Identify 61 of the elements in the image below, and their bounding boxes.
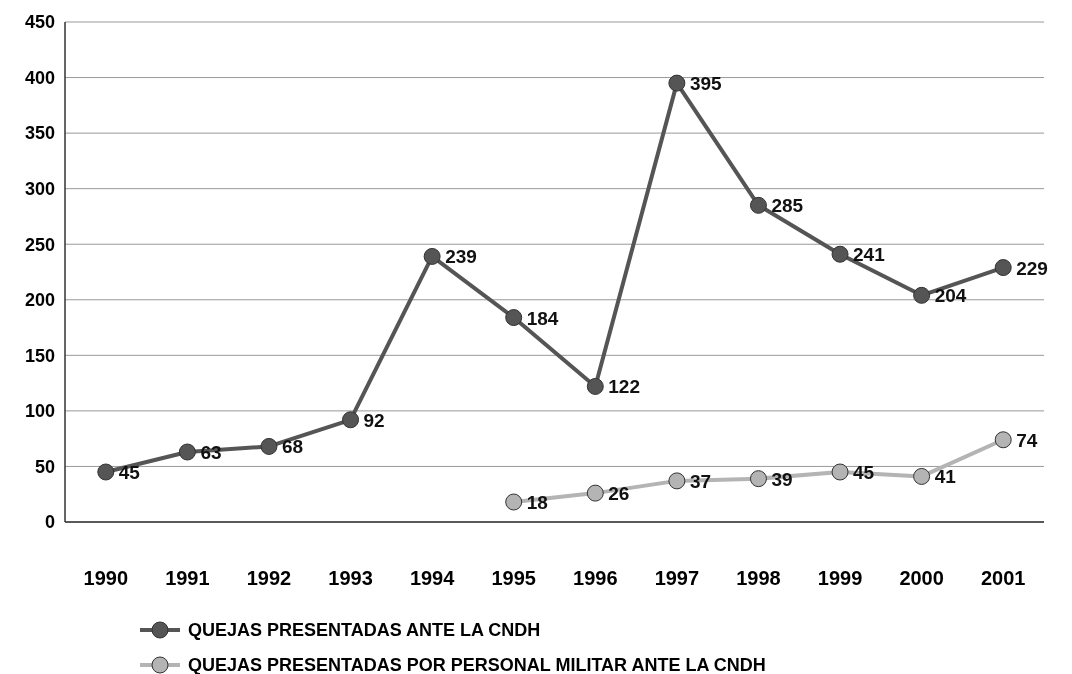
data-label: 18	[526, 492, 548, 513]
legend-label: QUEJAS PRESENTADAS ANTE LA CNDH	[188, 620, 541, 641]
y-tick-label: 350	[24, 123, 55, 144]
y-tick-label: 0	[44, 512, 55, 533]
x-tick-label: 1997	[654, 567, 700, 589]
point	[913, 286, 931, 304]
y-tick-label: 300	[24, 178, 55, 199]
point	[505, 309, 523, 327]
data-label: 39	[771, 468, 793, 490]
y-tick-label: 150	[24, 345, 55, 366]
x-tick-label: 1992	[246, 567, 292, 589]
data-label: 92	[363, 409, 385, 431]
data-label: 285	[771, 195, 804, 217]
point	[586, 484, 604, 502]
point	[913, 467, 931, 485]
data-label: 37	[689, 470, 712, 492]
data-label: 122	[608, 376, 640, 398]
point	[97, 463, 115, 481]
point	[423, 247, 441, 265]
data-label: 45	[118, 462, 141, 483]
point	[749, 196, 767, 214]
point	[342, 411, 360, 429]
data-label: 74	[1016, 429, 1038, 451]
x-tick-label: 1991	[165, 567, 210, 589]
point	[178, 443, 196, 461]
point	[668, 74, 686, 92]
point	[831, 463, 849, 481]
x-tick-label: 2000	[899, 567, 944, 589]
data-label: 229	[1016, 257, 1048, 279]
data-label: 204	[934, 285, 967, 307]
data-label: 68	[281, 436, 304, 458]
y-tick-label: 250	[24, 234, 55, 255]
x-tick-label: 1994	[409, 567, 456, 589]
data-label: 241	[853, 244, 886, 266]
data-label: 26	[608, 483, 630, 505]
data-label: 395	[689, 73, 723, 95]
x-tick-label: 1993	[328, 567, 373, 589]
data-label: 45	[853, 462, 875, 483]
point	[749, 470, 767, 488]
x-tick-label: 1995	[491, 567, 536, 589]
point	[994, 259, 1012, 277]
y-tick-label: 100	[24, 401, 55, 422]
y-tick-label: 400	[24, 67, 55, 88]
data-label: 239	[445, 246, 477, 268]
point	[260, 437, 278, 455]
data-label: 184	[526, 307, 559, 329]
data-label: 41	[934, 466, 957, 488]
y-tick-label: 50	[34, 456, 55, 477]
x-tick-label: 1996	[573, 567, 618, 589]
point	[994, 431, 1012, 449]
point	[586, 377, 604, 395]
x-tick-label: 1998	[736, 567, 781, 589]
point	[505, 493, 523, 511]
x-tick-label: 1999	[817, 567, 863, 589]
point	[831, 245, 849, 263]
x-tick-label: 2001	[980, 567, 1026, 589]
point	[668, 472, 686, 490]
y-tick-label: 200	[24, 290, 55, 311]
x-tick-label: 1990	[83, 567, 129, 589]
y-tick-label: 450	[24, 12, 55, 33]
legend-label: QUEJAS PRESENTADAS POR PERSONAL MILITAR ANTE LA CNDH	[188, 655, 766, 674]
